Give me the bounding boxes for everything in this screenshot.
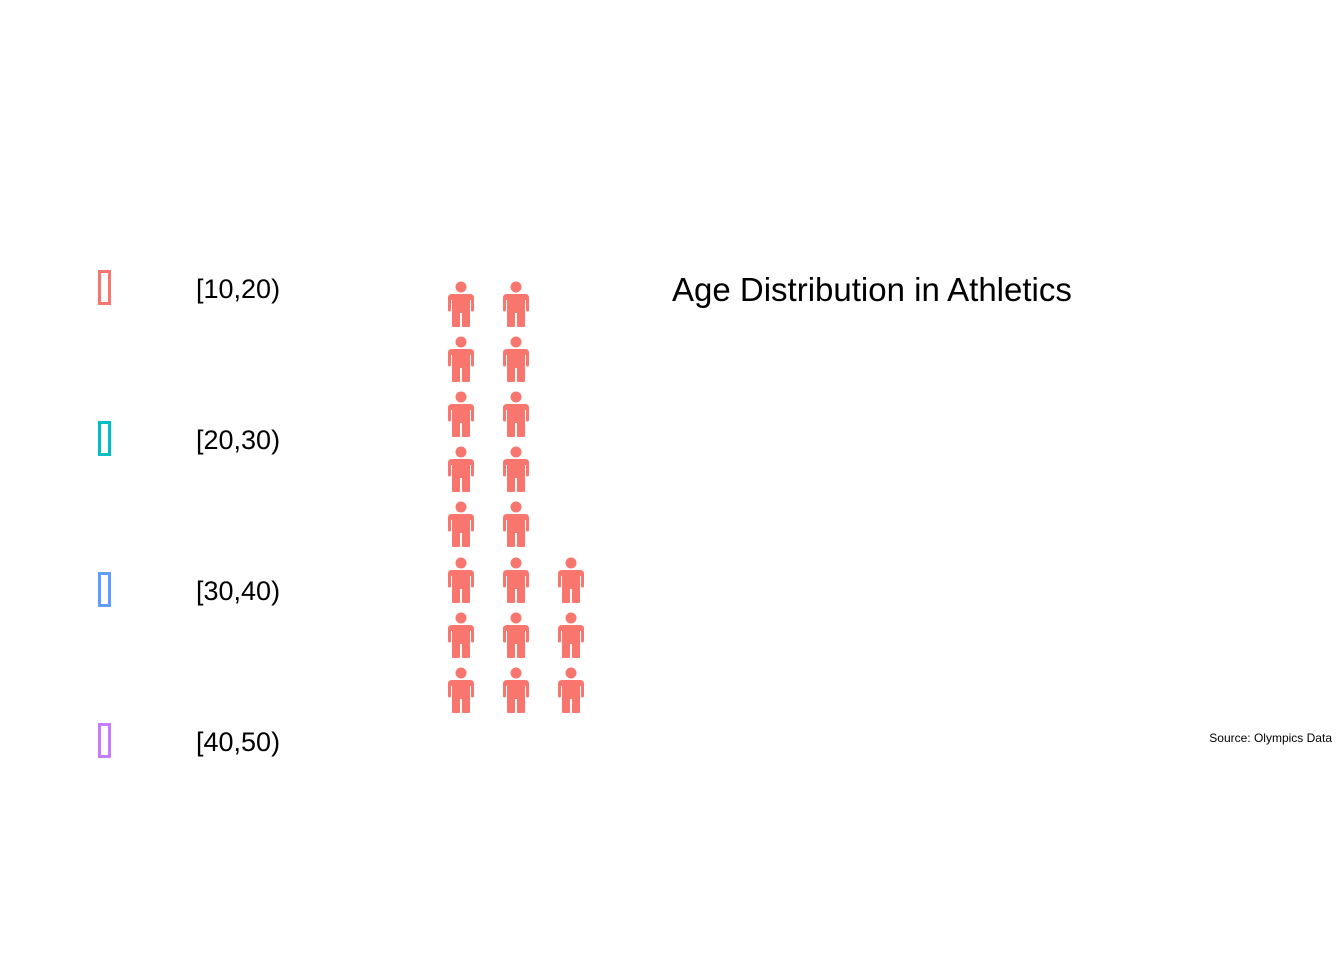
- person-icon: [447, 336, 475, 387]
- person-icon: [502, 336, 530, 387]
- person-icon: [502, 446, 530, 497]
- person-icon: [502, 281, 530, 332]
- person-icon: [502, 667, 530, 718]
- legend-key-40-50: [98, 723, 111, 758]
- person-icon: [447, 446, 475, 497]
- legend-key-20-30: [98, 421, 111, 456]
- chart-caption: Source: Olympics Data: [1209, 731, 1332, 745]
- legend-label-20-30: [20,30): [196, 425, 281, 455]
- person-icon: [502, 612, 530, 663]
- person-icon: [447, 281, 475, 332]
- legend-key-30-40: [98, 572, 111, 607]
- legend-label-10-20: [10,20): [196, 274, 281, 304]
- person-icon: [502, 501, 530, 552]
- person-icon: [502, 557, 530, 608]
- person-icon: [557, 667, 585, 718]
- legend-key-10-20: [98, 270, 111, 305]
- person-icon: [557, 612, 585, 663]
- legend-label-30-40: [30,40): [196, 576, 281, 606]
- person-icon: [557, 557, 585, 608]
- person-icon: [447, 501, 475, 552]
- person-icon: [447, 391, 475, 442]
- person-icon: [502, 391, 530, 442]
- legend-label-40-50: [40,50): [196, 727, 281, 757]
- person-icon: [447, 612, 475, 663]
- chart-title: Age Distribution in Athletics: [672, 271, 1072, 308]
- person-icon: [447, 557, 475, 608]
- person-icon: [447, 667, 475, 718]
